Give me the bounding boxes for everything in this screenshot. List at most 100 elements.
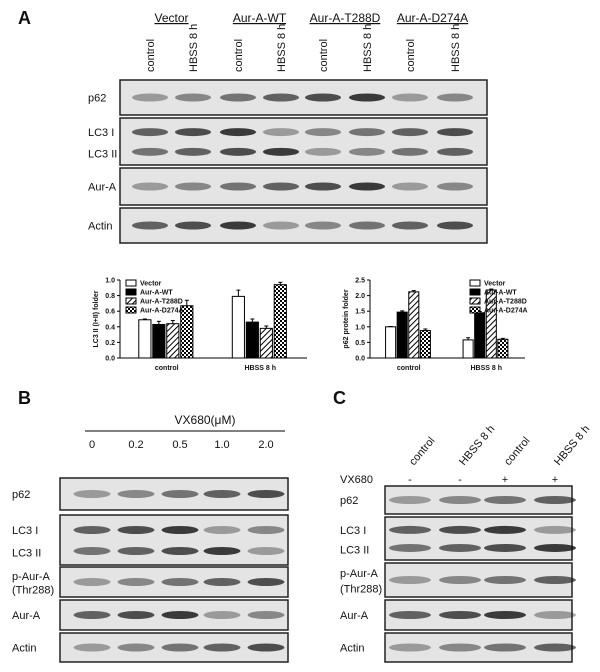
bar (474, 312, 486, 359)
band (117, 611, 155, 619)
band (484, 611, 526, 619)
band (304, 221, 342, 230)
band (484, 543, 526, 552)
legend-label: Aur-A-WT (140, 290, 173, 297)
lane-label: HBSS 8 h (188, 24, 200, 72)
band (219, 147, 257, 156)
band (219, 128, 257, 137)
band (262, 182, 300, 191)
band (131, 147, 169, 156)
band (174, 182, 212, 191)
band (131, 182, 169, 191)
band (389, 496, 431, 504)
bar (245, 321, 259, 359)
row-label: Aur-A (12, 610, 41, 622)
bar (462, 339, 474, 359)
group-label: Vector (154, 11, 188, 25)
band (131, 93, 169, 102)
lane-label: control (318, 39, 330, 72)
band (247, 490, 285, 498)
band (436, 182, 474, 191)
legend-swatch (125, 297, 137, 305)
row-label: p62 (88, 93, 106, 105)
band (348, 221, 386, 230)
band (262, 221, 300, 230)
dose-label: 2.0 (258, 439, 273, 451)
legend-label: Vector (140, 281, 162, 288)
band (161, 611, 199, 619)
y-tick-label: 0.8 (105, 293, 115, 300)
band (348, 147, 386, 156)
row-label: LC3 I (340, 525, 366, 537)
row-label: (Thr288) (340, 584, 382, 596)
band (161, 547, 199, 555)
blot (384, 516, 573, 561)
band (131, 221, 169, 230)
band (247, 643, 285, 652)
blot (119, 117, 488, 166)
band (203, 611, 241, 619)
band (262, 93, 300, 102)
band (439, 611, 481, 619)
band (348, 128, 386, 137)
band (174, 93, 212, 102)
y-tick-label: 2.5 (355, 278, 365, 285)
legend-label: Vector (484, 281, 506, 288)
band (161, 526, 199, 534)
band (117, 578, 155, 586)
dose-label: 0.2 (128, 439, 143, 451)
bar (419, 330, 431, 359)
y-axis-title: p62 protein folder (343, 289, 350, 348)
panel-label: B (18, 388, 31, 408)
band (161, 490, 199, 498)
band (484, 525, 526, 534)
treatment-label: VX680 (340, 474, 373, 486)
band (534, 525, 576, 534)
bar (138, 319, 152, 359)
dose-label: 1.0 (214, 439, 229, 451)
band (161, 578, 199, 586)
band (389, 611, 431, 619)
band (389, 576, 431, 584)
band (203, 526, 241, 534)
band (439, 543, 481, 552)
band (389, 643, 431, 652)
lane-label: control (145, 39, 157, 72)
lane-label: HBSS 8 h (276, 24, 288, 72)
blot (119, 79, 488, 116)
band (247, 578, 285, 586)
lane-label: control (407, 435, 437, 468)
sign: - (458, 474, 462, 486)
band (117, 643, 155, 652)
band (391, 128, 429, 137)
lane-label: HBSS 8 h (450, 24, 462, 72)
band (439, 496, 481, 504)
band (534, 543, 576, 552)
row-label: LC3 I (88, 127, 114, 139)
sign: + (502, 474, 508, 486)
band (439, 525, 481, 534)
row-label: Actin (340, 643, 364, 655)
band (262, 147, 300, 156)
band (348, 182, 386, 191)
row-label: LC3 II (12, 548, 41, 560)
band (304, 147, 342, 156)
band (73, 611, 111, 619)
group-label: Aur-A-D274A (397, 11, 468, 25)
lane-label: HBSS 8 h (457, 423, 497, 468)
band (534, 576, 576, 584)
band (117, 526, 155, 534)
band (439, 643, 481, 652)
band (304, 182, 342, 191)
band (348, 93, 386, 102)
band (203, 547, 241, 555)
y-tick-label: 0.0 (355, 356, 365, 363)
bar (385, 326, 397, 359)
dose-label: 0.5 (172, 439, 187, 451)
band (203, 643, 241, 652)
x-tick-label: control (155, 365, 179, 372)
band (219, 182, 257, 191)
y-tick-label: 0.5 (355, 340, 365, 347)
bar (273, 284, 287, 359)
row-label: Actin (88, 221, 112, 233)
